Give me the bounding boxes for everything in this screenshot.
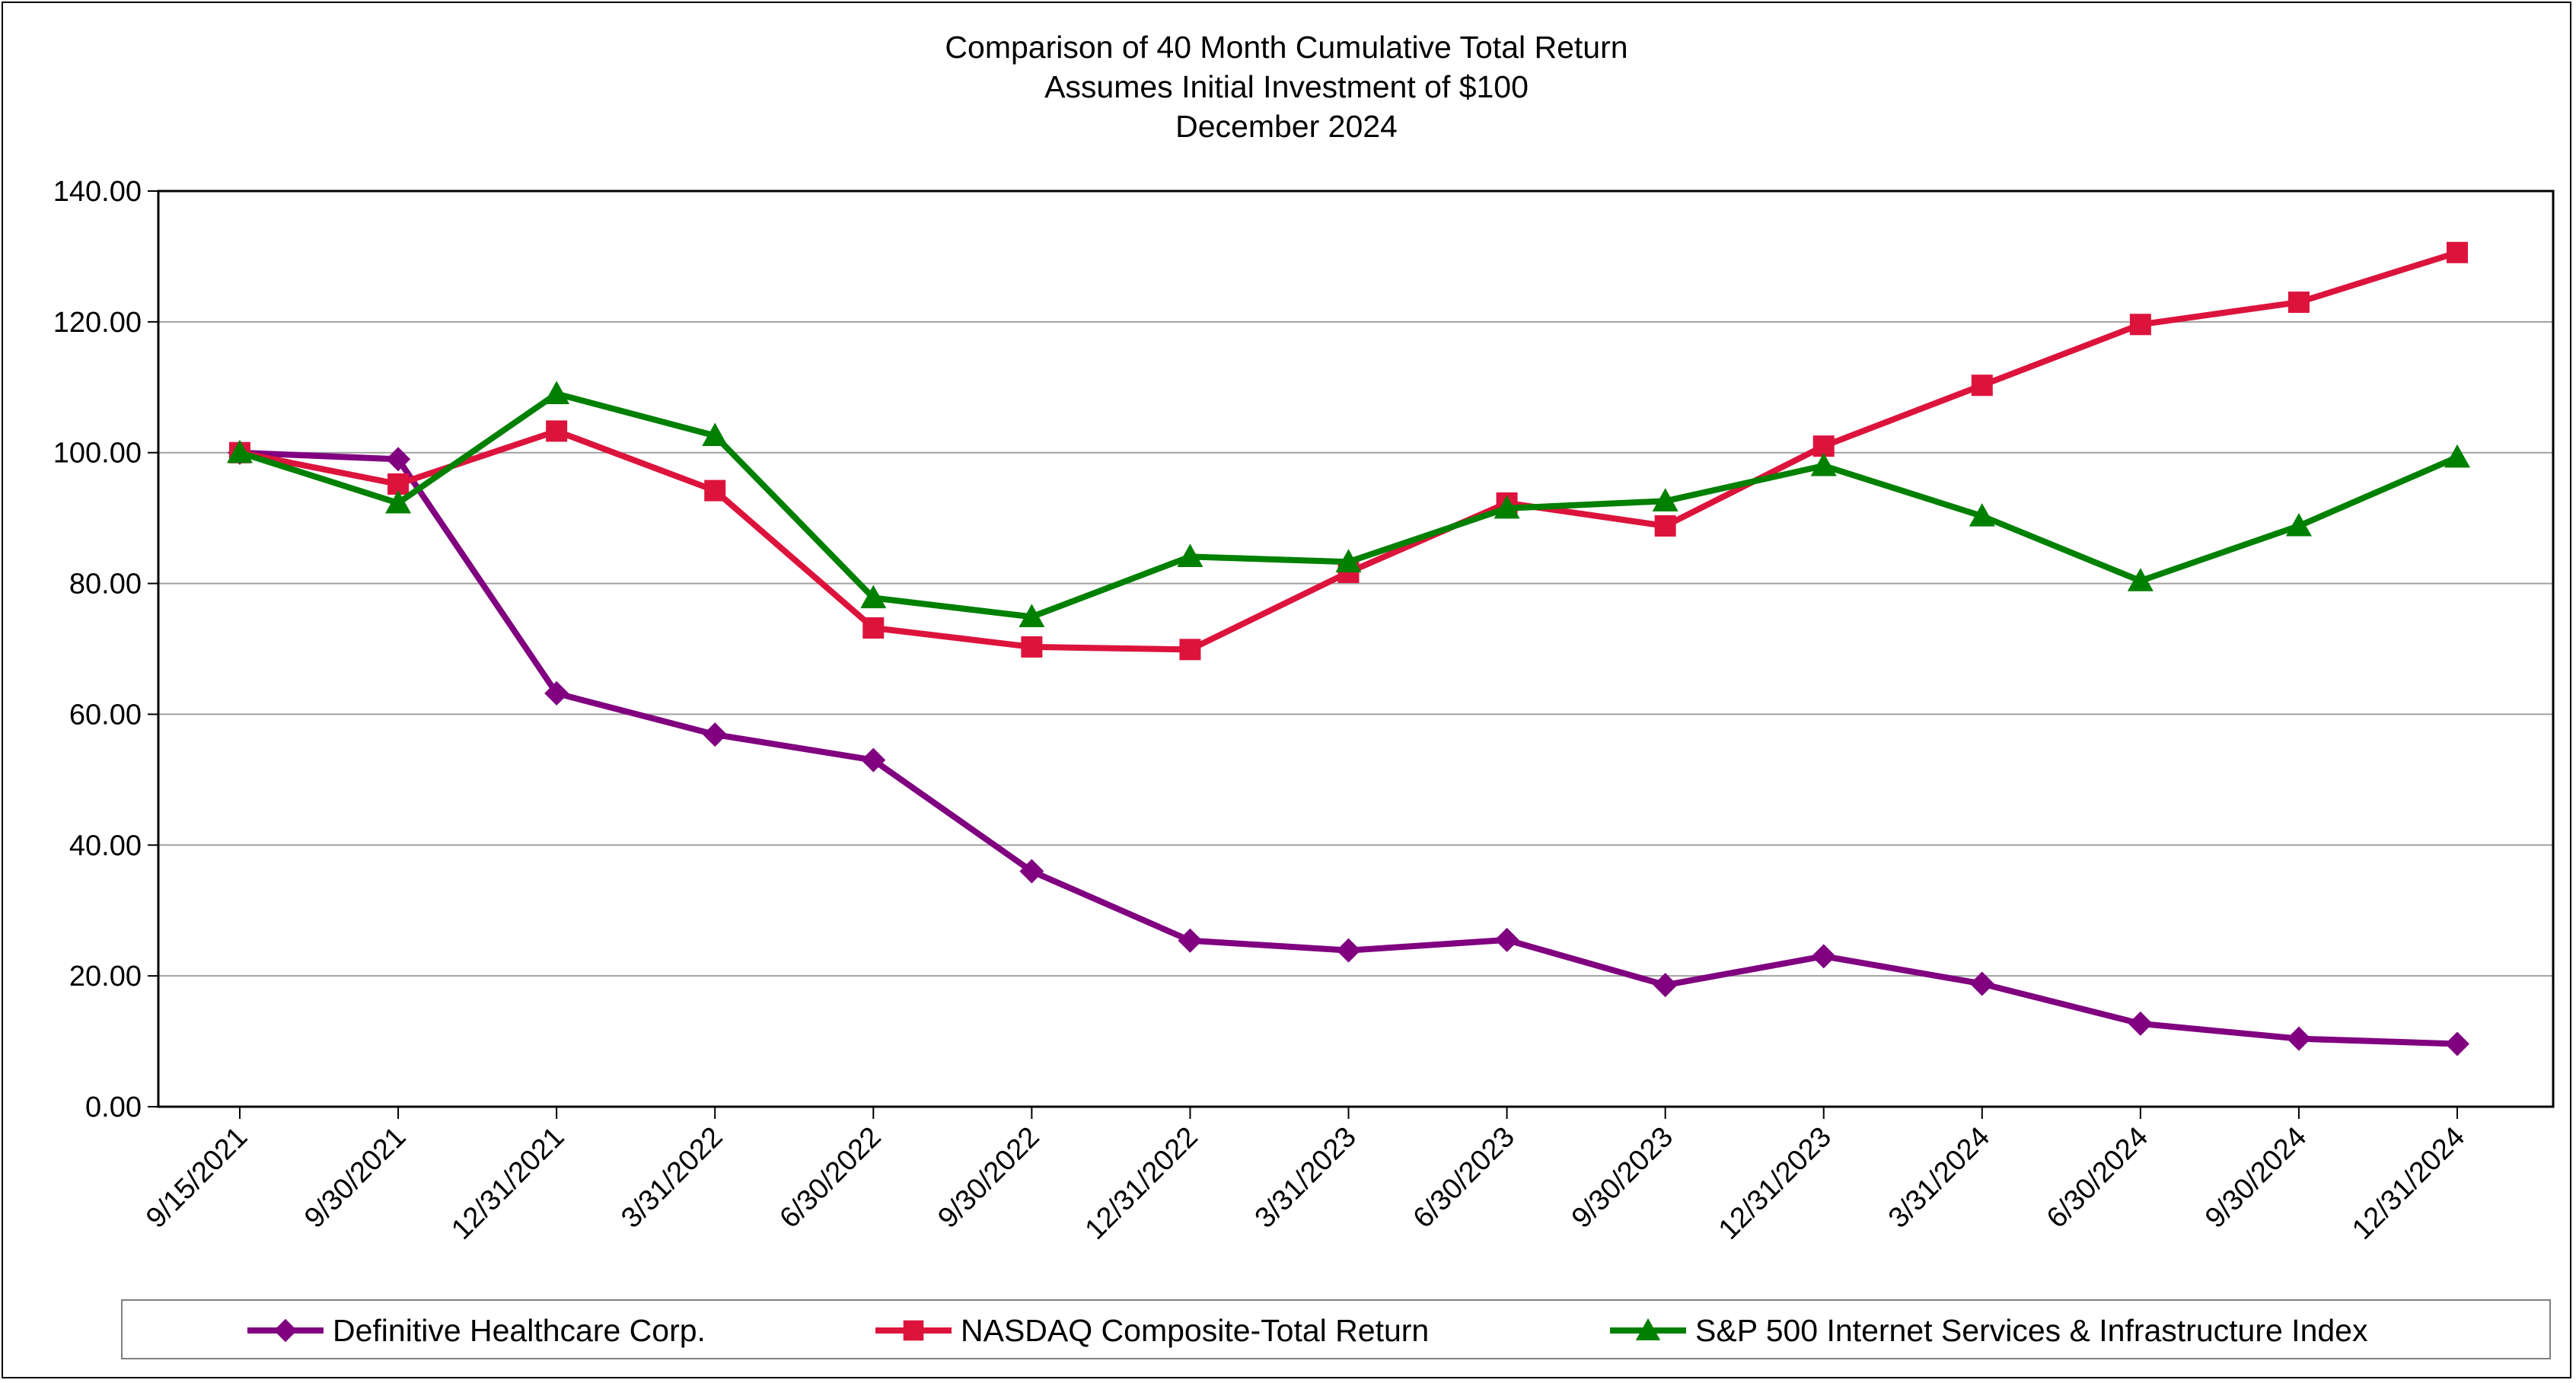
- x-tick-label: 6/30/2024: [2041, 1121, 2154, 1235]
- chart-title: Comparison of 40 Month Cumulative Total …: [945, 30, 1628, 144]
- chart-title-line-3: December 2024: [1175, 109, 1398, 144]
- series-1: [228, 440, 2469, 1056]
- legend-item-1: Definitive Healthcare Corp.: [247, 1313, 706, 1348]
- x-tick-label: 12/31/2022: [1079, 1121, 1204, 1246]
- series-3: [227, 381, 2470, 627]
- x-tick-label: 9/30/2023: [1566, 1121, 1679, 1235]
- series-lines: [227, 241, 2470, 1056]
- data-point: [1971, 374, 1993, 397]
- data-point: [2127, 568, 2154, 591]
- data-point: [385, 489, 412, 514]
- y-tick-label: 0.00: [85, 1091, 142, 1123]
- data-point: [862, 617, 885, 639]
- x-tick-label: 9/15/2021: [140, 1121, 253, 1235]
- data-point: [227, 439, 253, 464]
- x-tick-label: 9/30/2024: [2199, 1121, 2313, 1235]
- x-tick-label: 3/31/2024: [1883, 1121, 1996, 1235]
- x-tick-label: 9/30/2022: [932, 1121, 1045, 1235]
- data-point: [1652, 488, 1679, 511]
- data-point: [1810, 452, 1837, 476]
- x-tick-label: 3/31/2022: [615, 1121, 728, 1235]
- y-tick-label: 60.00: [69, 699, 142, 731]
- data-point: [2128, 1011, 2153, 1036]
- data-point: [1019, 859, 1044, 884]
- x-tick-label: 9/30/2021: [298, 1121, 412, 1235]
- y-tick-label: 80.00: [69, 569, 142, 601]
- data-point: [2129, 314, 2151, 336]
- data-point: [1494, 495, 1520, 519]
- legend: Definitive Healthcare Corp. NASDAQ Compos…: [121, 1299, 2551, 1359]
- legend-label: S&P 500 Internet Services & Infrastructu…: [1695, 1313, 2368, 1348]
- y-tick-label: 40.00: [69, 830, 142, 862]
- data-point: [1021, 636, 1043, 658]
- legend-label: NASDAQ Composite-Total Return: [961, 1313, 1429, 1348]
- series-line: [239, 249, 2459, 653]
- data-point: [2287, 292, 2310, 314]
- y-tick-label: 100.00: [53, 438, 142, 470]
- data-point: [386, 447, 411, 472]
- legend-marker: [903, 1320, 924, 1341]
- x-tick-label: 6/30/2023: [1408, 1121, 1521, 1235]
- data-point: [1179, 639, 1201, 661]
- legend-marker: [273, 1318, 298, 1343]
- x-tick-label: 3/31/2023: [1249, 1121, 1363, 1235]
- data-point: [1177, 543, 1204, 567]
- data-point: [1178, 928, 1203, 953]
- y-tick-label: 20.00: [69, 961, 142, 993]
- data-point: [703, 722, 728, 747]
- x-tick-label: 12/31/2023: [1713, 1121, 1838, 1246]
- x-tick-label: 12/31/2024: [2346, 1121, 2471, 1246]
- data-point: [702, 422, 728, 446]
- legend-marker: [1635, 1318, 1661, 1340]
- data-point: [544, 381, 570, 404]
- data-point: [860, 585, 887, 609]
- data-point: [2447, 241, 2468, 263]
- plot-area: [157, 190, 2555, 1108]
- legend-item-3: S&P 500 Internet Services & Infrastructu…: [1610, 1313, 2368, 1348]
- data-point: [1019, 604, 1045, 627]
- data-point: [861, 747, 886, 773]
- data-point: [2286, 1026, 2311, 1051]
- data-point: [1494, 927, 1519, 952]
- chart-title-line-2: Assumes Initial Investment of $100: [1044, 69, 1529, 104]
- data-point: [2444, 444, 2470, 468]
- data-point: [1336, 938, 1361, 963]
- data-point: [1969, 971, 1994, 996]
- y-tick-label: 120.00: [53, 307, 142, 339]
- data-point: [1969, 503, 1995, 527]
- x-tick-label: 12/31/2021: [445, 1121, 570, 1246]
- data-point: [1654, 515, 1676, 537]
- data-point: [2285, 512, 2312, 537]
- x-tick-label: 6/30/2022: [773, 1121, 887, 1235]
- data-point: [544, 680, 569, 706]
- chart-title-line-1: Comparison of 40 Month Cumulative Total …: [945, 30, 1628, 65]
- legend-item-2: NASDAQ Composite-Total Return: [875, 1313, 1429, 1348]
- series-2: [229, 241, 2468, 661]
- data-point: [1335, 549, 1362, 572]
- y-tick-label: 140.00: [53, 176, 142, 208]
- legend-box: [121, 1299, 2551, 1359]
- data-point: [1653, 973, 1678, 998]
- data-point: [704, 480, 726, 502]
- data-point: [546, 420, 568, 442]
- data-point: [1811, 944, 1836, 969]
- legend-label: Definitive Healthcare Corp.: [333, 1313, 706, 1348]
- data-point: [2445, 1031, 2469, 1056]
